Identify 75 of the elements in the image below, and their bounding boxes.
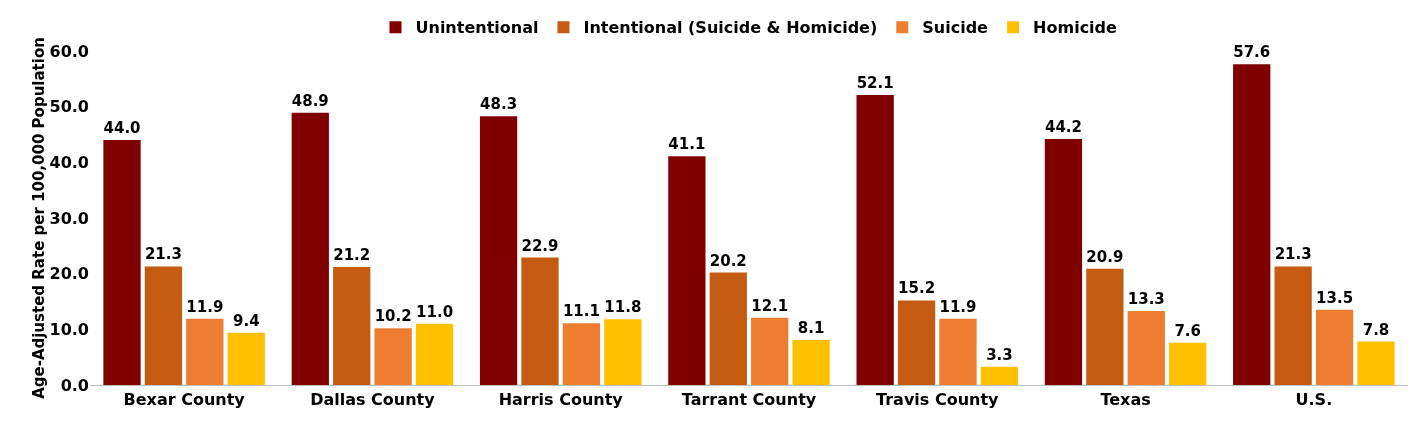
legend-label: Suicide xyxy=(922,18,989,38)
data-label: 12.1 xyxy=(751,296,789,315)
bar xyxy=(1044,138,1083,385)
data-label: 21.2 xyxy=(333,245,371,264)
data-label: 7.8 xyxy=(1362,320,1390,339)
bar xyxy=(1315,309,1354,385)
data-label: 44.0 xyxy=(103,119,141,138)
data-label: 15.2 xyxy=(898,279,936,298)
bar xyxy=(1233,64,1271,385)
legend-label: Homicide xyxy=(1033,18,1118,38)
data-label: 11.9 xyxy=(186,297,224,316)
bar xyxy=(1357,341,1395,385)
data-label: 9.4 xyxy=(232,311,260,330)
data-label: 7.6 xyxy=(1174,321,1201,340)
bar xyxy=(144,266,183,385)
data-label: 13.5 xyxy=(1316,288,1354,307)
data-label: 3.3 xyxy=(986,345,1013,364)
bar xyxy=(792,339,830,385)
bar xyxy=(856,94,894,385)
data-label: 21.3 xyxy=(144,245,182,264)
bar xyxy=(562,323,601,385)
y-tick-label: 60.0 xyxy=(49,41,89,61)
bar xyxy=(103,140,141,385)
bar xyxy=(186,318,224,385)
bar xyxy=(374,328,412,385)
data-label: 13.3 xyxy=(1127,289,1165,308)
bar xyxy=(291,112,329,385)
bar xyxy=(709,272,747,385)
legend-label: Unintentional xyxy=(415,18,539,38)
y-axis-title: Age-Adjusted Rate per 100,000 Population xyxy=(29,37,48,399)
bar xyxy=(1086,268,1124,385)
data-label: 44.2 xyxy=(1044,117,1082,136)
data-label: 11.0 xyxy=(416,302,454,321)
y-tick-label: 40.0 xyxy=(49,152,89,172)
bar xyxy=(668,156,706,385)
data-label: 52.1 xyxy=(856,73,894,92)
bar xyxy=(415,323,454,385)
data-label: 48.9 xyxy=(291,91,329,110)
bar xyxy=(333,266,371,385)
x-tick-label: U.S. xyxy=(1295,390,1333,410)
y-tick-label: 20.0 xyxy=(49,264,89,284)
data-label: 11.1 xyxy=(562,302,600,321)
bar xyxy=(604,319,642,385)
data-label: 10.2 xyxy=(374,307,412,326)
y-tick-label: 30.0 xyxy=(49,208,89,228)
x-tick-label: Harris County xyxy=(498,390,624,410)
x-tick-label: Travis County xyxy=(876,390,1000,410)
y-tick-label: 10.0 xyxy=(49,319,89,339)
bar xyxy=(897,300,936,385)
bar xyxy=(939,318,977,385)
y-tick-label: 0.0 xyxy=(60,375,89,395)
data-label: 57.6 xyxy=(1233,43,1271,62)
x-tick-label: Texas xyxy=(1100,390,1151,410)
data-label: 11.8 xyxy=(604,298,642,317)
data-label: 48.3 xyxy=(480,95,518,114)
bar xyxy=(1274,266,1312,385)
data-label: 41.1 xyxy=(668,135,706,154)
bar xyxy=(1127,310,1165,385)
x-tick-label: Dallas County xyxy=(310,390,436,410)
data-label: 20.2 xyxy=(709,251,747,270)
x-tick-label: Tarrant County xyxy=(681,390,817,410)
legend-label: Intentional (Suicide & Homicide) xyxy=(583,18,878,38)
x-tick-label: Bexar County xyxy=(123,390,246,410)
bar xyxy=(980,366,1019,385)
bar xyxy=(521,257,559,385)
bar xyxy=(227,332,265,385)
bar xyxy=(1169,342,1207,385)
bar xyxy=(751,317,789,385)
data-label: 20.9 xyxy=(1086,247,1124,266)
y-tick-label: 50.0 xyxy=(49,97,89,117)
data-label: 22.9 xyxy=(521,236,559,255)
bar xyxy=(479,116,518,385)
data-label: 21.3 xyxy=(1274,245,1312,264)
data-label: 11.9 xyxy=(939,297,977,316)
data-label: 8.1 xyxy=(797,318,825,337)
